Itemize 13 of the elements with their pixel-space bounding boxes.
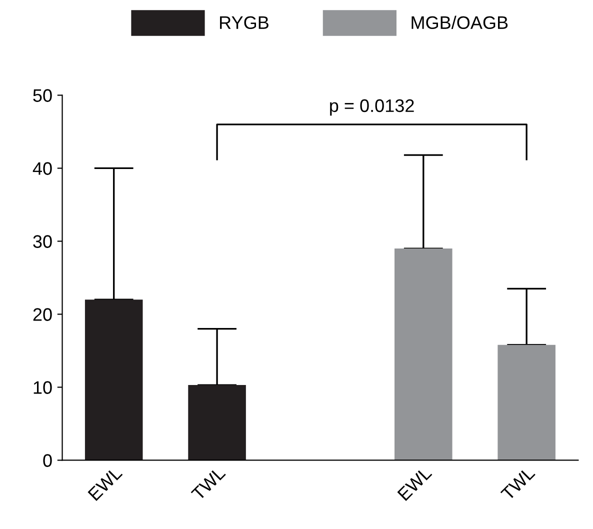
y-tick-label: 10: [34, 381, 52, 394]
x-tick-label: TWL: [190, 466, 226, 502]
y-tick-label: 0: [43, 454, 52, 467]
x-tick-label: EWL: [88, 466, 123, 501]
x-tick-label: EWL: [397, 466, 432, 501]
y-tick-label: 50: [33, 89, 52, 102]
legend-label: MGB/OAGB: [412, 16, 508, 30]
legend-label: RYGB: [220, 16, 268, 30]
y-tick-label: 40: [32, 162, 52, 175]
y-tick-label: 20: [33, 308, 52, 321]
annotation: p = 0.0132: [330, 99, 414, 116]
x-tick-label: TWL: [500, 466, 536, 502]
y-tick-label: 30: [33, 235, 52, 248]
